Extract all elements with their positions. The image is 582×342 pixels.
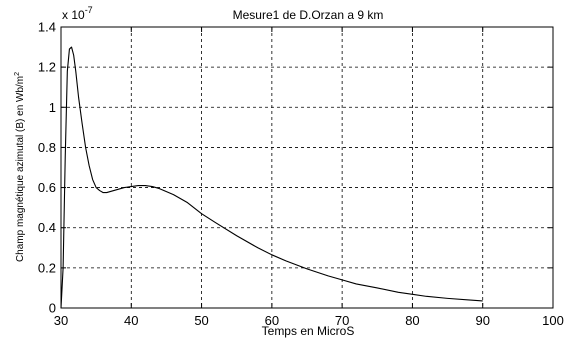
tick-marks — [60, 26, 554, 309]
x-tick-label: 100 — [542, 313, 564, 328]
grid-lines — [61, 27, 553, 308]
chart-title: Mesure1 de D.Orzan a 9 km — [233, 8, 384, 22]
series-layer — [60, 46, 483, 309]
y-tick-label: 0.2 — [38, 260, 56, 275]
x-tick-label: 60 — [265, 313, 279, 328]
y-tick-labels: 0 0.2 0.4 0.6 0.8 1 1.2 1.4 — [38, 20, 56, 316]
y-tick-label: 1.4 — [38, 20, 56, 35]
y-multiplier: x 10-7 — [62, 5, 93, 22]
y-tick-label: 0.4 — [38, 220, 56, 235]
y-multiplier-exponent: -7 — [85, 5, 93, 15]
x-tick-label: 90 — [475, 313, 489, 328]
y-multiplier-base: x 10 — [62, 8, 85, 22]
x-tick-label: 40 — [124, 313, 138, 328]
x-tick-label: 50 — [194, 313, 208, 328]
x-axis-label: Temps en MicroS — [262, 324, 355, 338]
x-tick-label: 30 — [54, 313, 68, 328]
y-axis-label-superscript: 2 — [14, 72, 21, 76]
y-tick-label: 1 — [49, 100, 56, 115]
plot-frame — [60, 26, 554, 309]
x-tick-label: 70 — [335, 313, 349, 328]
series-line — [60, 46, 483, 309]
y-tick-label: 1.2 — [38, 60, 56, 75]
x-tick-labels: 30 40 50 60 70 80 90 100 — [54, 313, 564, 328]
y-axis-label-main: Champ magnétique azimutal (B) en Wb/m — [15, 76, 26, 262]
y-tick-label: 0.8 — [38, 140, 56, 155]
y-tick-label: 0.6 — [38, 180, 56, 195]
y-tick-label: 0 — [49, 301, 56, 316]
x-tick-label: 80 — [405, 313, 419, 328]
y-axis-label: Champ magnétique azimutal (B) en Wb/m2 — [14, 72, 26, 262]
